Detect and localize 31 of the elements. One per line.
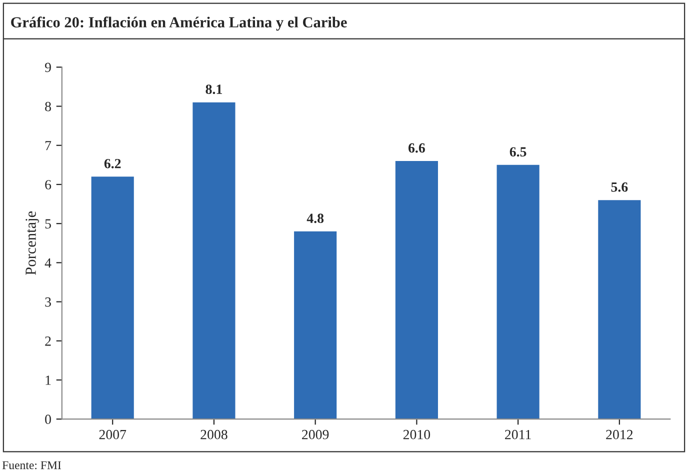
data-label: 4.8	[306, 214, 324, 224]
y-tick-label: 4	[44, 258, 52, 268]
bar	[192, 102, 236, 420]
y-tick-label: 6	[45, 180, 52, 190]
x-tick-label: 2011	[505, 430, 531, 440]
y-tick-label: 8	[45, 102, 51, 112]
x-tick-label: 2012	[606, 430, 633, 440]
data-label: 6.6	[408, 143, 425, 153]
chart-title: Gráfico 20: Inflación en América Latina y el Caribe	[11, 16, 347, 31]
y-tick-label: 3	[45, 297, 51, 307]
data-label: 6.2	[104, 158, 121, 168]
y-tick-label: 1	[46, 376, 51, 385]
data-label: 8.1	[206, 84, 222, 94]
y-tick-label: 0	[45, 414, 51, 424]
data-label: 6.5	[510, 147, 526, 157]
source-note: Fuente: FMI	[2, 461, 62, 470]
y-tick-label: 5	[45, 219, 51, 229]
bar	[395, 161, 438, 420]
x-tick-label: 2010	[403, 430, 430, 440]
y-tick-label: 7	[45, 141, 52, 150]
data-label: 5.6	[611, 182, 628, 192]
y-axis-title: Porcentaje	[26, 211, 40, 275]
x-tick-label: 2007	[99, 430, 126, 440]
y-tick-label: 2	[45, 336, 51, 346]
x-tick-label: 2009	[302, 430, 329, 440]
y-tick-label: 9	[45, 62, 51, 72]
bar	[496, 164, 540, 420]
bar	[294, 231, 337, 420]
bar	[598, 200, 641, 420]
bar	[91, 176, 134, 420]
x-tick-label: 2008	[200, 430, 228, 440]
